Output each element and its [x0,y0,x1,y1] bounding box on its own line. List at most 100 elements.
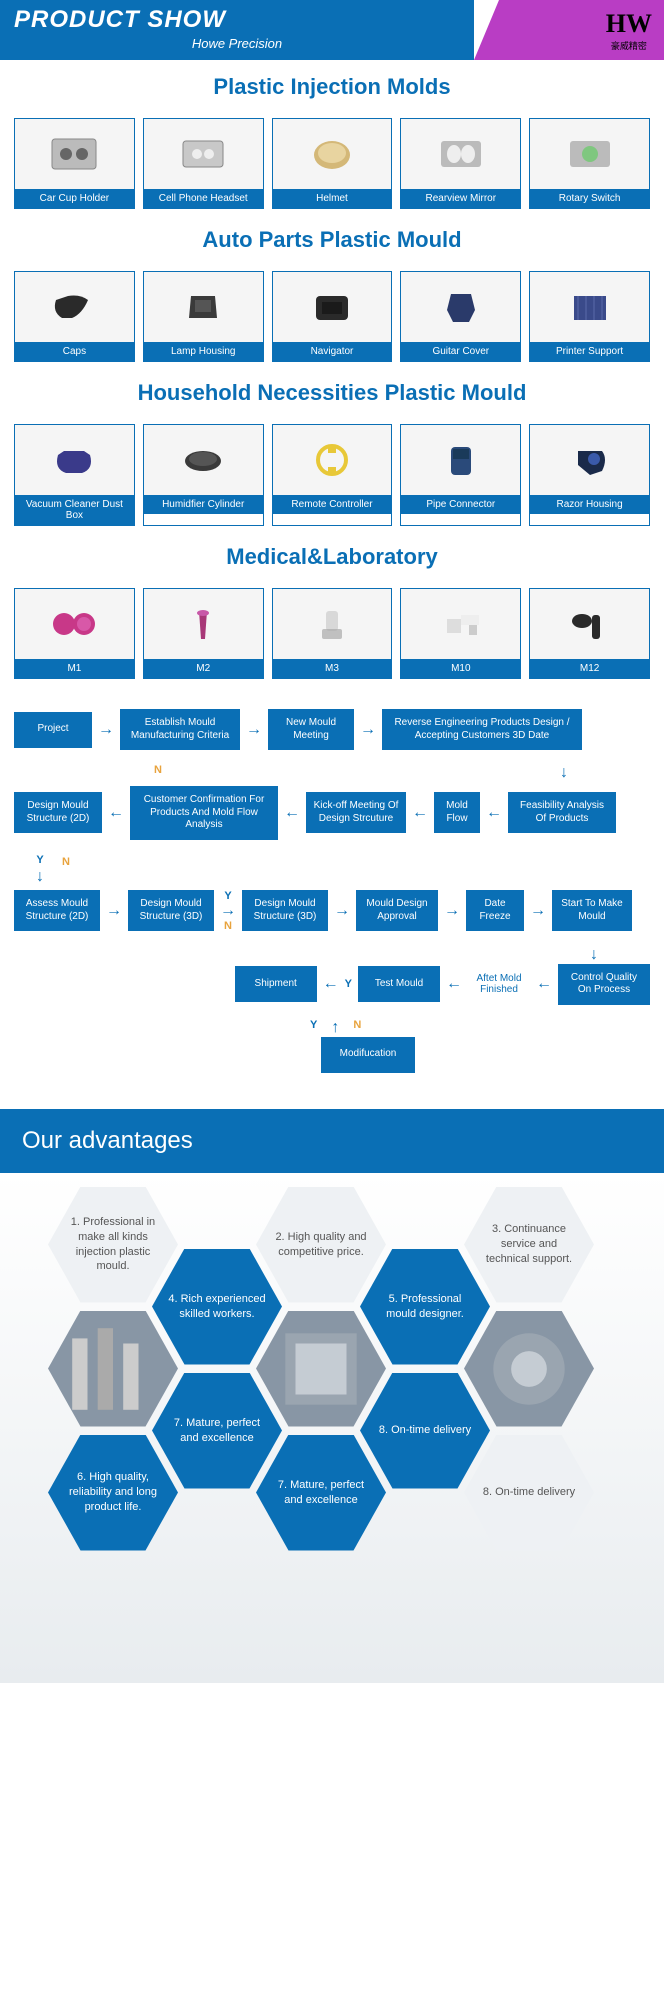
product-cell: Navigator [272,271,393,362]
arrow-right-icon: → [334,902,350,920]
arrow-up-icon: ↑ [331,1019,339,1037]
hex-item: 7. Mature, perfect and excellence [152,1373,282,1489]
arrow-left-icon: ← [412,804,428,822]
label-n: N [224,920,232,932]
product-image [15,272,134,342]
product-label: Guitar Cover [401,342,520,361]
logo-sub: 豪威精密 [606,39,652,52]
product-image [530,119,649,189]
product-label: M10 [401,659,520,678]
product-grid: Vacuum Cleaner Dust Box Humidfier Cylinde… [0,424,664,526]
flow-row-2: Design Mould Structure (2D) ← Customer C… [14,786,650,840]
product-label: M12 [530,659,649,678]
product-image [530,272,649,342]
product-cell: Vacuum Cleaner Dust Box [14,424,135,526]
flow-row-4: Shipment ← Y Test Mould ← Aftet Mold Fin… [14,964,650,1005]
flow-node: Shipment [235,966,317,1002]
product-label: Humidfier Cylinder [144,495,263,514]
hex-item: 4. Rich experienced skilled workers. [152,1249,282,1365]
product-label: Remote Controller [273,495,392,514]
product-label: Navigator [273,342,392,361]
hex-item: 2. High quality and competitive price. [256,1187,386,1303]
product-label: Rearview Mirror [401,189,520,208]
product-cell: Printer Support [529,271,650,362]
product-image [401,589,520,659]
product-label: Caps [15,342,134,361]
flow-node: Date Freeze [466,890,524,931]
arrow-left-icon: ← [536,975,552,993]
arrow-left-icon: ← [446,975,462,993]
header-right: HW 豪威精密 [474,0,664,60]
product-label: M1 [15,659,134,678]
product-label: Rotary Switch [530,189,649,208]
product-cell: M2 [143,588,264,679]
product-image [144,119,263,189]
section-title: Medical&Laboratory [0,544,664,570]
product-image [144,589,263,659]
hex-item: 8. On-time delivery [360,1373,490,1489]
product-image [401,425,520,495]
product-label: Printer Support [530,342,649,361]
section-title: Household Necessities Plastic Mould [0,380,664,406]
flow-node: Design Mould Structure (2D) [14,792,102,833]
product-image [144,425,263,495]
arrow-right-icon: → [98,721,114,739]
product-cell: Rotary Switch [529,118,650,209]
arrow-right-icon: → [444,902,460,920]
product-image [15,425,134,495]
product-cell: Cell Phone Headset [143,118,264,209]
product-cell: M3 [272,588,393,679]
product-image [273,589,392,659]
hex-item: 7. Mature, perfect and excellence [256,1435,386,1551]
product-label: Cell Phone Headset [144,189,263,208]
product-image [15,119,134,189]
hex-image [48,1311,178,1427]
product-label: Razor Housing [530,495,649,514]
hex-item: 5. Professional mould designer. [360,1249,490,1365]
arrow-left-icon: ← [284,804,300,822]
page-header: PRODUCT SHOW Howe Precision HW 豪威精密 [0,0,664,60]
arrow-right-icon: → [246,721,262,739]
flow-label: Aftet Mold Finished [468,973,530,995]
product-cell: M1 [14,588,135,679]
flow-node: Design Mould Structure (3D) [128,890,214,931]
product-label: Lamp Housing [144,342,263,361]
flow-row-1: Project → Establish Mould Manufacturing … [14,709,650,750]
flow-row-3: Assess Mould Structure (2D) → Design Mou… [14,890,650,932]
flow-node: Design Mould Structure (3D) [242,890,328,931]
product-grid: Caps Lamp Housing Navigator Guitar Cover Pri… [0,271,664,362]
hex-item: 6. High quality, reliability and long pr… [48,1435,178,1551]
product-grid: Car Cup Holder Cell Phone Headset Helmet Re… [0,118,664,209]
flow-node: Mould Design Approval [356,890,438,931]
flow-node: Start To Make Mould [552,890,632,931]
product-cell: Remote Controller [272,424,393,526]
product-label: Helmet [273,189,392,208]
product-image [530,589,649,659]
flow-node: Establish Mould Manufacturing Criteria [120,709,240,750]
product-cell: Rearview Mirror [400,118,521,209]
product-label: Car Cup Holder [15,189,134,208]
product-image [401,119,520,189]
flowchart: Project → Establish Mould Manufacturing … [0,697,664,1099]
arrow-down-icon: ↓ [36,868,44,886]
flow-node: Assess Mould Structure (2D) [14,890,100,931]
product-image [144,272,263,342]
product-image [530,425,649,495]
arrow-left-icon: ← [486,804,502,822]
arrow-right-icon: → [530,902,546,920]
flow-node: Test Mould [358,966,440,1002]
arrow-left-icon: ← [323,975,339,993]
hex-item: 1. Professional in make all kinds inject… [48,1187,178,1303]
label-n: N [62,856,70,886]
product-image [273,119,392,189]
product-cell: Guitar Cover [400,271,521,362]
label-n: N [154,764,162,782]
product-grid: M1 M2M3 M10 M12 [0,588,664,679]
label-y: Y [310,1019,317,1037]
hex-item: 3. Continuance service and technical sup… [464,1187,594,1303]
product-image [15,589,134,659]
label-y: Y [224,890,231,902]
label-y: Y [345,978,352,990]
flow-row-5: Modifucation [14,1037,650,1073]
product-cell: Humidfier Cylinder [143,424,264,526]
